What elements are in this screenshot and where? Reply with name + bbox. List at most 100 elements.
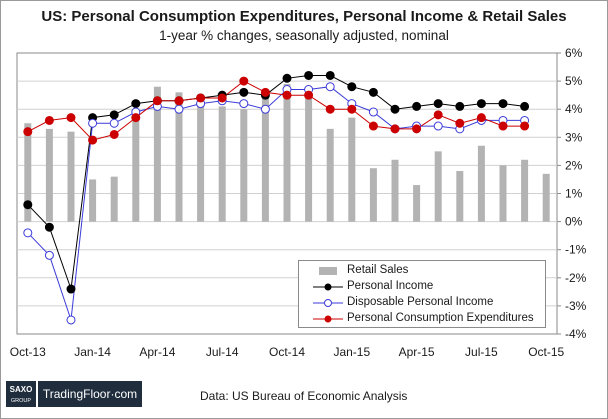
personal-consumption-expenditures-point [390, 124, 400, 134]
chart-subtitle: 1-year % changes, seasonally adjusted, n… [159, 28, 449, 43]
y-tick-label: 5% [565, 74, 583, 88]
personal-income-point [433, 99, 443, 109]
y-tick-label: -1% [565, 243, 587, 257]
y-tick-label: -3% [565, 299, 587, 313]
personal-consumption-expenditures-point [66, 113, 76, 123]
logo-brand-text: TradingFloor·com [43, 387, 137, 401]
legend-line-swatch [313, 299, 343, 307]
retail-sales-bar [153, 86, 161, 222]
retail-sales-bar [283, 83, 291, 222]
personal-income-point [455, 101, 465, 111]
x-tick-label: Oct-14 [269, 345, 305, 359]
personal-consumption-expenditures-point [433, 110, 443, 120]
personal-consumption-expenditures-point [88, 135, 98, 145]
personal-consumption-expenditures-point [109, 129, 119, 139]
disposable-personal-income-point [239, 99, 249, 109]
personal-consumption-expenditures-point [131, 113, 141, 123]
disposable-personal-income-point [44, 250, 54, 260]
personal-income-point [66, 284, 76, 294]
retail-sales-bar [326, 128, 334, 222]
personal-consumption-expenditures-point [152, 96, 162, 106]
logo-group-text: GROUP [11, 398, 32, 404]
retail-sales-bar [45, 128, 53, 222]
retail-sales-bar [305, 92, 313, 222]
y-tick-label: 6% [565, 46, 583, 60]
personal-consumption-expenditures-point [174, 96, 184, 106]
disposable-personal-income-point [260, 104, 270, 114]
y-tick-label: 1% [565, 187, 583, 201]
personal-consumption-expenditures-point [412, 124, 422, 134]
retail-sales-bar [499, 165, 507, 222]
retail-sales-bar [240, 109, 248, 222]
disposable-personal-income-point [368, 107, 378, 117]
personal-income-point [44, 222, 54, 232]
retail-sales-bar [218, 106, 226, 222]
tradingfloor-logo: SAXO GROUP TradingFloor·com [6, 380, 142, 408]
legend-item-personal-income: Personal Income [299, 279, 545, 295]
y-tick-label: -4% [565, 327, 587, 341]
personal-income-point [498, 99, 508, 109]
personal-consumption-expenditures-line [27, 80, 525, 141]
chart-legend: Retail Sales Personal Income Disposable … [298, 260, 546, 328]
personal-consumption-expenditures-point [239, 76, 249, 86]
disposable-personal-income-point [174, 104, 184, 114]
personal-income-point [109, 110, 119, 120]
x-tick-label: Jan-15 [333, 345, 370, 359]
personal-consumption-expenditures-point [498, 121, 508, 131]
y-tick-label: 2% [565, 158, 583, 172]
chart-title: US: Personal Consumption Expenditures, P… [41, 8, 567, 25]
retail-sales-bar [132, 117, 140, 222]
personal-consumption-expenditures-point [325, 104, 335, 114]
retail-sales-bar [348, 117, 356, 222]
personal-consumption-expenditures-point [44, 115, 54, 125]
retail-sales-bar [391, 159, 399, 222]
personal-consumption-expenditures-point [23, 127, 33, 137]
legend-line-swatch [313, 315, 343, 323]
personal-consumption-expenditures-point [368, 121, 378, 131]
x-tick-label: Oct-13 [10, 345, 46, 359]
personal-consumption-expenditures-point [282, 90, 292, 100]
personal-income-point [390, 104, 400, 114]
retail-sales-bar [477, 145, 485, 222]
legend-label: Disposable Personal Income [347, 296, 494, 308]
legend-label: Retail Sales [347, 264, 409, 276]
retail-sales-bar [456, 171, 464, 222]
personal-consumption-expenditures-point [455, 118, 465, 128]
personal-income-point [412, 101, 422, 111]
personal-consumption-expenditures-point [520, 121, 530, 131]
personal-income-point [325, 70, 335, 80]
personal-income-point [239, 87, 249, 97]
legend-label: Personal Income [347, 280, 434, 292]
personal-income-point [476, 99, 486, 109]
y-tick-label: 3% [565, 130, 583, 144]
x-tick-label: Jan-14 [74, 345, 111, 359]
y-tick-label: 4% [565, 102, 583, 116]
personal-income-point [520, 101, 530, 111]
personal-consumption-expenditures-point [347, 104, 357, 114]
personal-consumption-expenditures-point [476, 113, 486, 123]
disposable-personal-income-point [66, 315, 76, 325]
y-tick-label: 0% [565, 215, 583, 229]
personal-income-point [304, 70, 314, 80]
personal-income-point [131, 99, 141, 109]
retail-sales-bar [89, 179, 97, 222]
disposable-personal-income-point [88, 118, 98, 128]
x-tick-label: Apr-15 [399, 345, 435, 359]
personal-consumption-expenditures-point [304, 90, 314, 100]
personal-income-point [23, 200, 33, 210]
x-tick-label: Jul-15 [465, 345, 498, 359]
personal-income-point [282, 73, 292, 83]
x-tick-label: Oct-15 [528, 345, 564, 359]
x-tick-label: Apr-14 [139, 345, 175, 359]
x-tick-label: Jul-14 [206, 345, 239, 359]
source-note: Data: US Bureau of Economic Analysis [200, 389, 408, 403]
retail-sales-bar [261, 89, 269, 222]
disposable-personal-income-point [109, 118, 119, 128]
legend-item-personal-consumption-expenditures: Personal Consumption Expenditures [299, 311, 545, 327]
personal-income-point [368, 87, 378, 97]
y-tick-label: -2% [565, 271, 587, 285]
retail-sales-bar [175, 92, 183, 222]
retail-sales-bar [197, 100, 205, 222]
